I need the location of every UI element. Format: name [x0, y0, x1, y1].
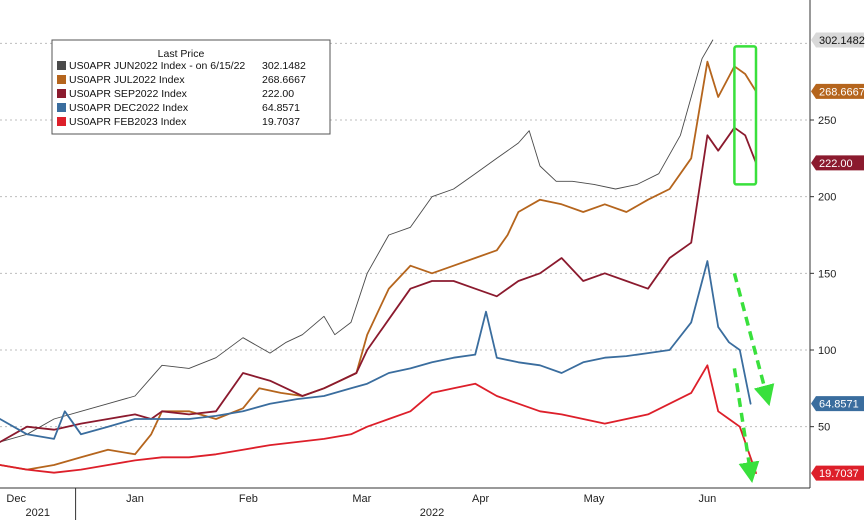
- x-tick-label: Jun: [699, 493, 717, 505]
- series-layer: [0, 39, 757, 474]
- legend-entry-name: US0APR JUN2022 Index - on 6/15/22: [69, 60, 245, 72]
- legend-entry-value: 19.7037: [262, 116, 300, 128]
- x-year-label: 2021: [26, 507, 50, 519]
- legend-entry-name: US0APR DEC2022 Index: [69, 102, 189, 114]
- legend-swatch: [57, 61, 66, 70]
- legend-entry-name: US0APR FEB2023 Index: [69, 116, 187, 128]
- trend-arrow-0: [732, 272, 775, 407]
- price-tag-label: 268.6667: [819, 86, 865, 98]
- x-year-label: 2022: [420, 507, 444, 519]
- price-tag-bg: [811, 32, 864, 48]
- price-tag-label: 302.1482: [819, 35, 865, 47]
- legend-box: [51, 39, 331, 135]
- price-tag-label: 19.7037: [819, 468, 859, 480]
- trend-arrow-1: [732, 368, 760, 484]
- price-tag-bg: [811, 465, 864, 481]
- legend-swatch: [57, 75, 66, 84]
- y-tick-label: 150: [818, 268, 836, 280]
- legend-entry-value: 222.00: [262, 88, 294, 100]
- last-price-tags: 302.1482 268.6667 222.00 64.8571 19.7037: [811, 32, 865, 481]
- price-tag-label: 64.8571: [819, 399, 859, 411]
- legend-title: Last Price: [158, 48, 205, 60]
- legend-swatch: [57, 103, 66, 112]
- series-line-4: [0, 364, 757, 474]
- axis-layer: 50 100 150 200 250 Dec Jan Feb Mar Apr May Jun 2021 2…: [0, 0, 836, 520]
- legend-entry-name: US0APR JUL2022 Index: [69, 74, 185, 86]
- series-line-1: [0, 60, 757, 471]
- x-tick-label: May: [584, 493, 605, 505]
- series-line-3: [0, 260, 752, 440]
- series-line-0: [0, 39, 714, 443]
- grid-layer: [0, 42, 810, 428]
- annotation-layer: [732, 45, 775, 484]
- x-tick-label: Mar: [352, 493, 371, 505]
- price-tag-bg: [811, 83, 864, 99]
- price-tag-bg: [811, 396, 864, 412]
- legend-entry-value: 268.6667: [262, 74, 306, 86]
- x-tick-label: Jan: [126, 493, 144, 505]
- legend-swatch: [57, 117, 66, 126]
- legend-swatch: [57, 89, 66, 98]
- y-tick-label: 100: [818, 345, 836, 357]
- price-tag-bg: [811, 155, 864, 171]
- y-tick-label: 50: [818, 422, 830, 434]
- legend-entry-value: 64.8571: [262, 102, 300, 114]
- x-tick-label: Feb: [239, 493, 258, 505]
- price-tag-label: 222.00: [819, 158, 853, 170]
- y-tick-label: 250: [818, 115, 836, 127]
- x-tick-label: Dec: [6, 493, 26, 505]
- series-line-2: [0, 126, 757, 443]
- highlight-box: [733, 45, 758, 186]
- x-tick-label: Apr: [472, 493, 489, 505]
- legend-entry-name: US0APR SEP2022 Index: [69, 88, 188, 100]
- y-tick-label: 200: [818, 192, 836, 204]
- legend-entry-value: 302.1482: [262, 60, 306, 72]
